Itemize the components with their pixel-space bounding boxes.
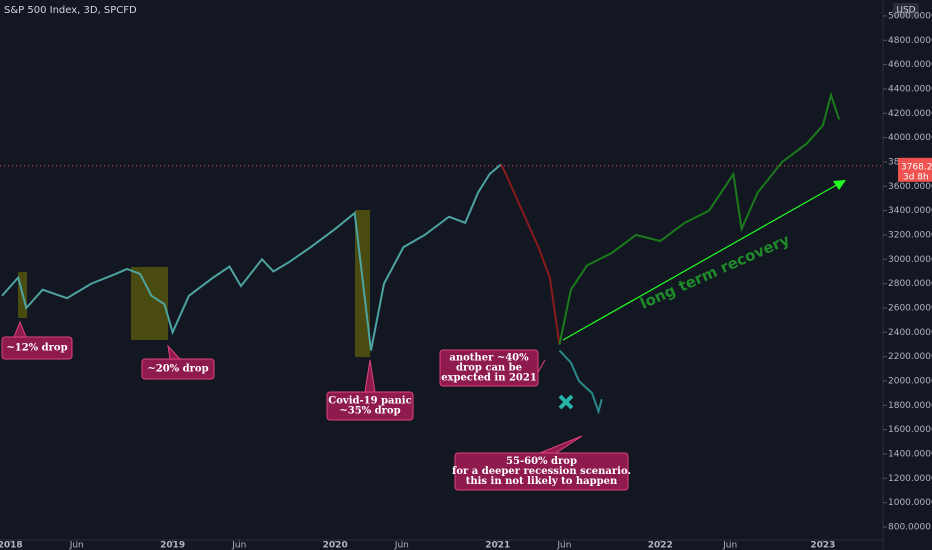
- countdown: 3d 8h: [903, 172, 929, 182]
- annotation-text: Covid-19 panic: [328, 396, 411, 407]
- x-tick-label: 2020: [323, 541, 348, 550]
- last-price-label: 3768.2600: [901, 162, 932, 172]
- x-tick-label: 2022: [648, 541, 673, 550]
- y-tick-label: 2200.0000: [888, 352, 932, 362]
- y-tick-label: 1000.0000: [888, 498, 932, 508]
- annotation-text: drop can be: [456, 363, 522, 374]
- last-price-box: [898, 157, 932, 182]
- annotation-text: ~20% drop: [147, 364, 208, 375]
- y-tick-label: 1200.0000: [888, 474, 932, 484]
- annotation-box: [439, 349, 539, 387]
- x-tick-label: 2018: [0, 541, 23, 550]
- x-tick-label: 2023: [810, 541, 835, 550]
- y-tick-label: 1800.0000: [888, 401, 932, 411]
- y-tick-label: 3200.0000: [888, 230, 932, 240]
- annotation-text: for a deeper recession scenario.: [452, 466, 631, 477]
- y-tick-label: 4600.0000: [888, 60, 932, 70]
- annotation-box: [454, 452, 629, 491]
- x-tick-label: 2021: [485, 541, 510, 550]
- arrow-head: [833, 180, 846, 190]
- price-line: [1, 163, 502, 351]
- currency: USD: [896, 6, 915, 16]
- y-tick-label: 5000.0000: [888, 11, 932, 21]
- y-tick-label: 4000.0000: [888, 133, 932, 143]
- y-tick-label: 1400.0000: [888, 449, 932, 459]
- annotation-text: 55-60% drop: [506, 456, 577, 467]
- y-tick-label: 2400.0000: [888, 328, 932, 338]
- annotation-text: ~35% drop: [339, 406, 400, 417]
- annotation-box: [1, 336, 73, 360]
- annotation-text: another ~40%: [449, 353, 529, 364]
- y-tick-label: 2800.0000: [888, 279, 932, 289]
- y-tick-label: 4200.0000: [888, 109, 932, 119]
- annotation-text: this in not likely to happen: [466, 476, 618, 487]
- y-tick-label: 1600.0000: [888, 425, 932, 435]
- y-tick-label: 2600.0000: [888, 303, 932, 313]
- y-tick-label: 800.0000: [888, 522, 931, 532]
- price-line: [558, 349, 603, 415]
- annotation-text: ~12% drop: [6, 343, 67, 354]
- x-marker: [558, 394, 574, 410]
- x-tick-label: Jun: [394, 541, 409, 550]
- y-tick-label: 4800.0000: [888, 36, 932, 46]
- annotation-text: expected in 2021: [441, 373, 537, 384]
- annotation-box: [326, 391, 414, 421]
- y-tick-label: 3600.0000: [888, 182, 932, 192]
- price-line: [558, 91, 841, 345]
- y-tick-label: 4400.0000: [888, 84, 932, 94]
- annotation-box: [141, 358, 215, 380]
- y-tick-label: 2000.0000: [888, 376, 932, 386]
- currency-box: [893, 3, 919, 17]
- chart-title: S&P 500 Index, 3D, SPCFD: [4, 5, 137, 16]
- y-tick-label: 3400.0000: [888, 206, 932, 216]
- x-tick-label: Jun: [69, 541, 84, 550]
- x-tick-label: 2019: [160, 541, 185, 550]
- price-line: [500, 163, 561, 345]
- x-tick-label: Jun: [231, 541, 246, 550]
- trend-arrow: [562, 182, 841, 341]
- y-tick-label: 3000.0000: [888, 255, 932, 265]
- x-tick-label: Jun: [556, 541, 571, 550]
- x-tick-label: Jun: [722, 541, 737, 550]
